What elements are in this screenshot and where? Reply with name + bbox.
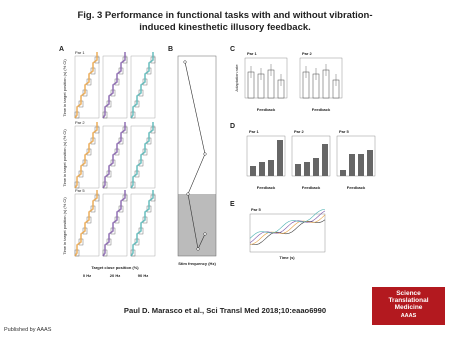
- axes: [130, 125, 156, 189]
- trace: [102, 190, 126, 257]
- label: Time (s): [279, 255, 295, 260]
- label: Adaptation rate: [234, 64, 239, 92]
- trace: [130, 122, 154, 189]
- bar: [250, 166, 256, 176]
- axes: [74, 125, 100, 189]
- label: Time in target position (s) (% CI): [62, 129, 67, 187]
- label: Par 2: [75, 120, 85, 125]
- axes: [102, 125, 128, 189]
- label: Time in target position (s) (% CI): [62, 59, 67, 117]
- label: Time in target position (s) (% CI): [62, 197, 67, 255]
- bar: [358, 154, 364, 176]
- trace: [102, 122, 126, 189]
- label: Par 5: [339, 129, 350, 134]
- point: [196, 247, 200, 251]
- shaded-region: [178, 194, 216, 256]
- label: 90 Hz: [138, 273, 148, 278]
- axes: [299, 57, 343, 99]
- label: Par 1: [75, 50, 85, 55]
- axes: [102, 55, 128, 119]
- label: Par 2: [302, 51, 313, 56]
- bar: [340, 170, 346, 176]
- point: [203, 232, 207, 236]
- label: Par 2: [294, 129, 305, 134]
- panel-label: D: [230, 123, 235, 130]
- trace: [102, 52, 126, 119]
- logo-line: Science: [396, 290, 421, 297]
- logo-line: Medicine: [394, 304, 423, 311]
- citation: Paul D. Marasco et al., Sci Transl Med 2…: [123, 306, 327, 315]
- axes: [74, 55, 100, 119]
- journal-logo: Science Translational Medicine AAAS: [372, 287, 445, 325]
- label: Par 1: [247, 51, 258, 56]
- trace: [249, 214, 326, 245]
- bar: [268, 160, 274, 176]
- label: Feedback: [257, 107, 276, 112]
- axes: [177, 55, 217, 257]
- bar: [259, 162, 265, 176]
- bar: [367, 150, 373, 176]
- trace: [249, 219, 326, 246]
- publisher: Published by AAAS: [4, 327, 52, 333]
- axes: [74, 193, 100, 257]
- point: [203, 152, 207, 156]
- bar: [322, 144, 328, 176]
- label: Par 1: [249, 129, 260, 134]
- label: Par 5: [251, 207, 262, 212]
- bar: [349, 154, 355, 176]
- trace: [249, 210, 326, 243]
- point: [183, 60, 187, 64]
- logo-org: AAAS: [400, 313, 417, 319]
- bar: [277, 140, 283, 176]
- bar: [295, 164, 301, 176]
- axes: [102, 193, 128, 257]
- label: Stim frequency (Hz): [178, 261, 216, 266]
- label: 20 Hz: [110, 273, 120, 278]
- axes: [130, 193, 156, 257]
- label: Feedback: [347, 185, 366, 190]
- trace: [74, 52, 98, 119]
- bar: [313, 158, 319, 176]
- label: Feedback: [257, 185, 276, 190]
- label: Feedback: [302, 185, 321, 190]
- trace: [74, 122, 98, 189]
- axes: [336, 135, 376, 177]
- trace: [130, 52, 154, 119]
- title: Fig. 3 Performance in functional tasks w…: [77, 10, 373, 33]
- logo-line: Translational: [388, 297, 429, 304]
- label: Feedback: [312, 107, 331, 112]
- axes: [291, 135, 331, 177]
- trace: [130, 190, 154, 257]
- trace: [74, 190, 98, 257]
- axes: [244, 57, 288, 99]
- axes: [249, 213, 326, 253]
- panel-label: A: [59, 46, 64, 53]
- label: Target close position (%): [91, 265, 139, 270]
- panel-label: C: [230, 46, 235, 53]
- trace: [249, 209, 326, 239]
- axes: [130, 55, 156, 119]
- panel-label: B: [168, 46, 173, 53]
- figure: A Par 1 Time in target position (s) (% CI)…: [59, 46, 376, 278]
- axes: [246, 135, 286, 177]
- point: [186, 192, 190, 196]
- label: Par 5: [75, 188, 85, 193]
- panel-label: E: [230, 201, 235, 208]
- label: 0 Hz: [83, 273, 91, 278]
- bar: [304, 162, 310, 176]
